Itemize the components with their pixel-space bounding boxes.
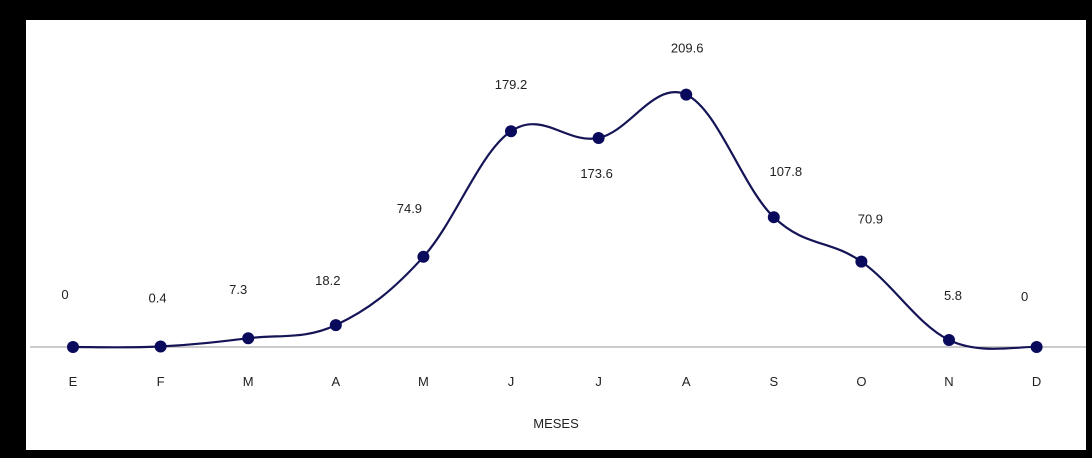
data-label-3: 18.2	[315, 273, 340, 288]
x-tick-label-1: F	[157, 374, 165, 389]
data-point-a-3	[329, 319, 342, 332]
data-label-0: 0	[61, 287, 68, 302]
x-tick-label-5: J	[508, 374, 515, 389]
x-tick-label-10: N	[944, 374, 953, 389]
x-tick-label-2: M	[243, 374, 254, 389]
data-point-o-9	[855, 255, 868, 268]
data-label-4: 74.9	[397, 201, 422, 216]
data-point-f-1	[154, 340, 167, 353]
data-point-n-10	[943, 334, 955, 347]
markers	[67, 88, 1043, 353]
x-tick-label-3: A	[331, 374, 340, 389]
data-label-5: 179.2	[495, 77, 528, 92]
data-point-m-4	[417, 250, 430, 263]
x-tick-label-7: A	[682, 374, 691, 389]
data-label-10: 5.8	[944, 288, 962, 303]
data-point-a-7	[680, 88, 693, 101]
data-label-7: 209.6	[671, 41, 704, 56]
data-label-1: 0.4	[149, 291, 167, 306]
data-label-11: 0	[1021, 289, 1028, 304]
x-axis-title: MESES	[533, 416, 579, 431]
data-point-s-8	[767, 211, 780, 224]
data-point-e-0	[67, 341, 79, 353]
x-tick-label-8: S	[769, 374, 778, 389]
data-point-d-11	[1030, 341, 1043, 353]
chart-panel	[26, 20, 1086, 450]
x-tick-label-11: D	[1032, 374, 1041, 389]
data-point-j-5	[505, 125, 517, 138]
data-point-j-6	[592, 131, 605, 144]
data-label-2: 7.3	[229, 282, 247, 297]
data-point-m-2	[242, 332, 255, 345]
data-labels: 0 0.4 7.3 18.2 74.9 179.2 173.6 209.6 107.8 70.9 5…	[61, 41, 1028, 306]
x-tick-label-0: E	[69, 374, 78, 389]
x-tick-label-4: M	[418, 374, 429, 389]
x-tick-label-9: O	[856, 374, 866, 389]
data-label-8: 107.8	[770, 164, 803, 179]
data-label-9: 70.9	[858, 212, 883, 227]
x-tick-label-6: J	[595, 374, 602, 389]
series-line	[72, 91, 1037, 350]
data-label-6: 173.6	[580, 166, 613, 181]
